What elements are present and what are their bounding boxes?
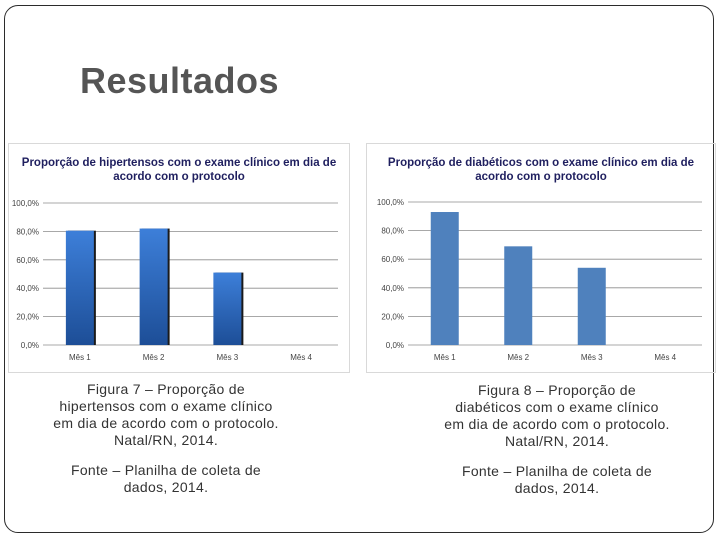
chart-title-line: acordo com o protocolo (475, 171, 607, 183)
bar (139, 228, 168, 345)
y-tick-label: 20,0% (381, 312, 404, 321)
bar (213, 272, 242, 345)
y-tick-label: 20,0% (16, 313, 39, 322)
x-tick-label: Mês 1 (434, 353, 456, 362)
chart-border (366, 143, 716, 373)
x-tick-label: Mês 3 (216, 353, 238, 362)
chart-title-line: Proporção de diabéticos com o exame clín… (388, 157, 694, 169)
chart-svg: Proporção de diabéticos com o exame clín… (366, 143, 716, 373)
x-tick-label: Mês 4 (290, 353, 312, 362)
y-tick-label: 80,0% (381, 227, 404, 236)
y-tick-label: 100,0% (377, 198, 404, 207)
chart-title-line: Proporção de hipertensos com o exame clí… (22, 157, 336, 169)
figure-7-caption: Figura 7 – Proporção de hipertensos com … (53, 381, 279, 448)
bar (504, 246, 533, 345)
figure-8-caption: Figura 8 – Proporção de diabéticos com o… (444, 382, 670, 449)
x-tick-label: Mês 3 (581, 353, 603, 362)
bar (577, 267, 606, 345)
chart-title-line: acordo com o protocolo (113, 171, 245, 183)
x-tick-label: Mês 4 (654, 353, 676, 362)
y-tick-label: 60,0% (381, 255, 404, 264)
y-tick-label: 0,0% (21, 341, 39, 350)
y-tick-label: 40,0% (16, 284, 39, 293)
chart-diabeticos: Proporção de diabéticos com o exame clín… (366, 143, 716, 373)
chart-svg: Proporção de hipertensos com o exame clí… (8, 143, 350, 373)
figure-7-source: Fonte – Planilha de coleta de dados, 201… (70, 462, 262, 495)
x-tick-label: Mês 2 (507, 353, 529, 362)
y-tick-label: 0,0% (386, 341, 404, 350)
bar (430, 212, 459, 345)
y-tick-label: 40,0% (381, 284, 404, 293)
y-tick-label: 100,0% (12, 199, 39, 208)
figure-8-source: Fonte – Planilha de coleta de dados, 201… (461, 463, 653, 496)
bar (65, 230, 94, 345)
chart-border (8, 143, 350, 373)
x-tick-label: Mês 1 (69, 353, 91, 362)
x-tick-label: Mês 2 (143, 353, 165, 362)
slide-title: Resultados (80, 60, 280, 101)
chart-hipertensos: Proporção de hipertensos com o exame clí… (8, 143, 350, 373)
y-tick-label: 80,0% (16, 227, 39, 236)
y-tick-label: 60,0% (16, 256, 39, 265)
